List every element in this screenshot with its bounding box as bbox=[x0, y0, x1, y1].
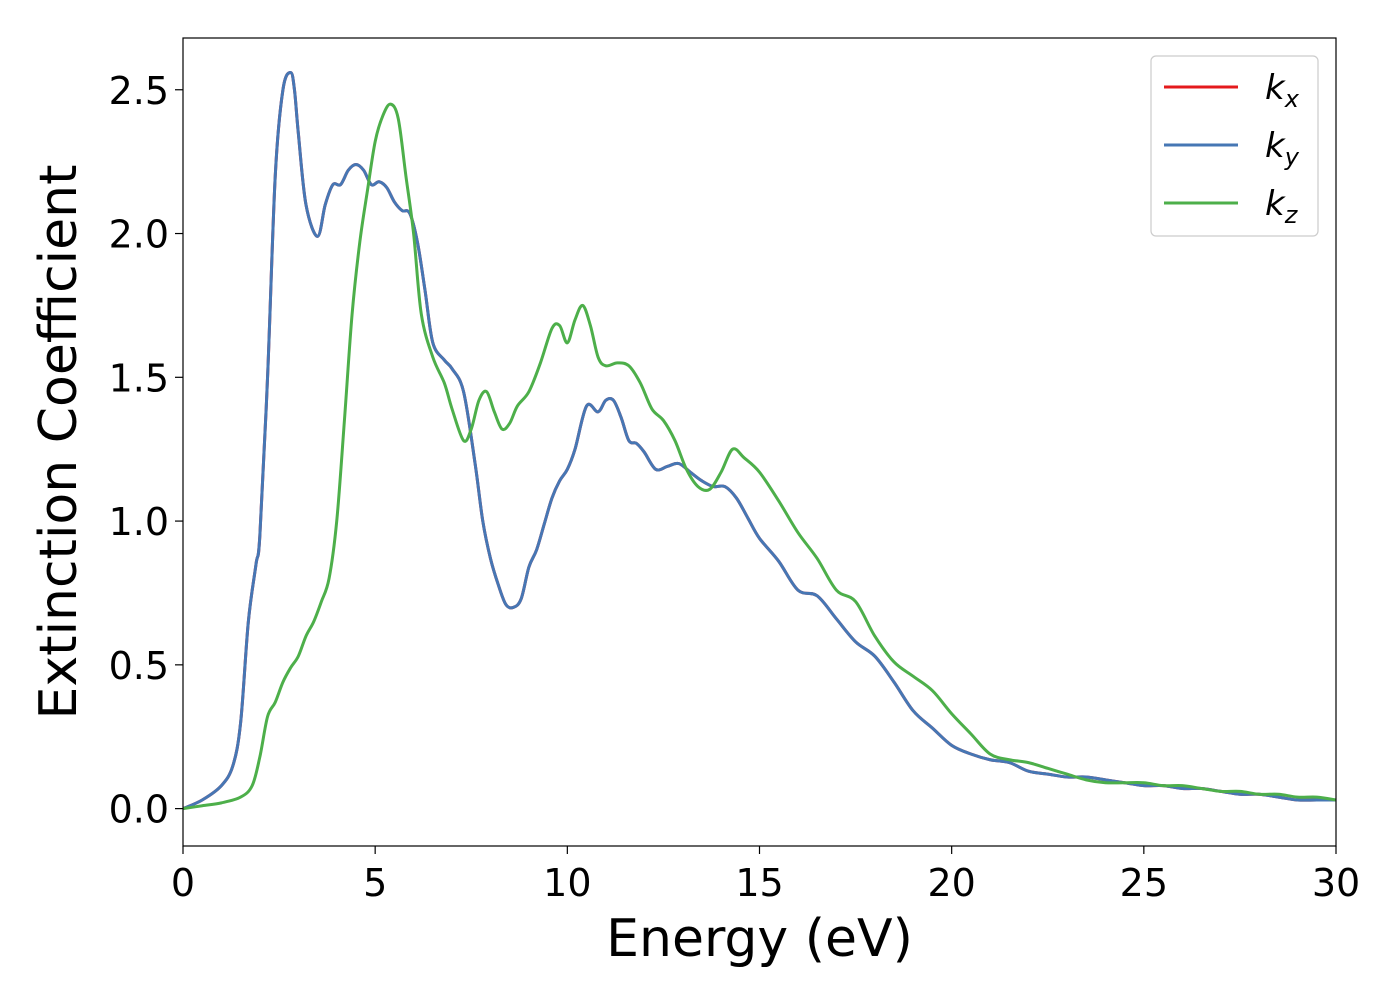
x-axis: 0 5 10 15 20 25 30 bbox=[171, 846, 1360, 905]
y-tick-label: 0.0 bbox=[109, 788, 169, 832]
series-layer bbox=[183, 71, 1336, 811]
x-tick-label: 20 bbox=[927, 861, 975, 905]
series-line-kz bbox=[183, 102, 1336, 811]
x-axis-title: Energy (eV) bbox=[606, 909, 913, 969]
x-tick-label: 0 bbox=[171, 861, 195, 905]
x-tick-label: 30 bbox=[1312, 861, 1360, 905]
y-tick-label: 1.0 bbox=[109, 500, 169, 544]
x-tick-label: 10 bbox=[543, 861, 591, 905]
y-axis: 0.0 0.5 1.0 1.5 2.0 2.5 bbox=[109, 69, 183, 832]
y-tick-label: 2.0 bbox=[109, 213, 169, 257]
y-axis-title: Extinction Coefficient bbox=[29, 165, 89, 720]
y-tick-label: 0.5 bbox=[109, 644, 169, 688]
series-line-ky bbox=[183, 71, 1336, 810]
x-tick-label: 25 bbox=[1120, 861, 1168, 905]
y-tick-label: 2.5 bbox=[109, 69, 169, 113]
y-tick-label: 1.5 bbox=[109, 356, 169, 400]
x-tick-label: 15 bbox=[735, 861, 783, 905]
x-tick-label: 5 bbox=[363, 861, 387, 905]
